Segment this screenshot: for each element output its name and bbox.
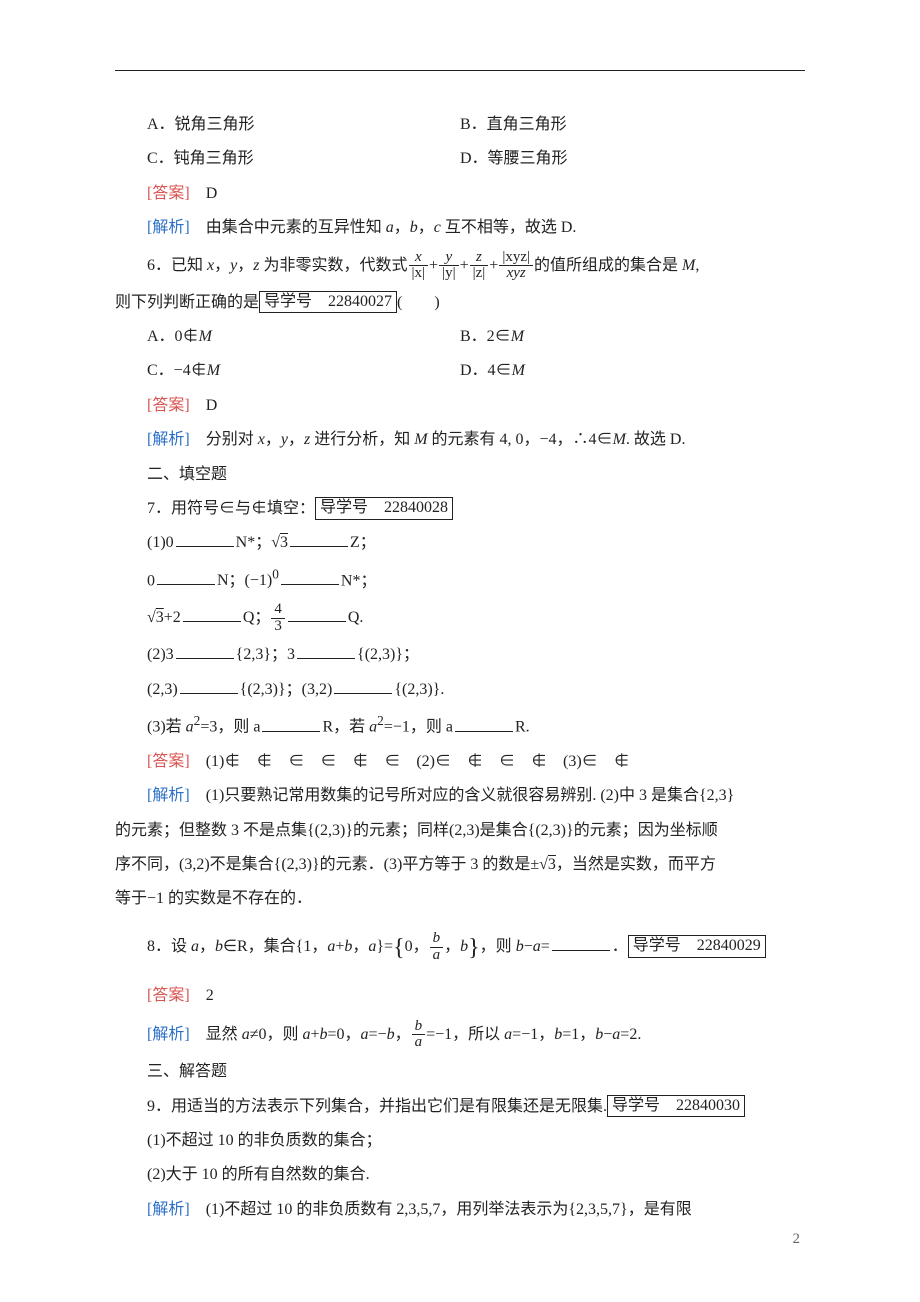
blank: [288, 607, 346, 622]
q6-frac3: z|z|: [470, 250, 489, 283]
q6-opt-d: D．4∈M: [460, 354, 805, 388]
answer-label: [答案]: [147, 987, 190, 1004]
q6-opt-row-1: A．0∉M B．2∈M: [115, 320, 805, 354]
header-rule: [115, 70, 805, 71]
q6-paren: ( ): [397, 294, 440, 311]
q6-answer: D: [206, 397, 218, 414]
blank: [455, 716, 513, 731]
q5-opt-row-2: C．钝角三角形 D．等腰三角形: [115, 142, 805, 176]
q7-stem: 7．用符号∈与∉填空：导学号 22840028: [115, 492, 805, 526]
q6-opt-c: C．−4∉M: [115, 354, 460, 388]
q5-opt-a: A．锐角三角形: [115, 108, 460, 142]
section-2-heading: 二、填空题: [115, 458, 805, 492]
q6-stem-post1: 的值所组成的集合是 M,: [534, 257, 699, 274]
blank: [281, 570, 339, 585]
q5-analysis: 由集合中元素的互异性知 a，b，c 互不相等，故选 D.: [206, 219, 577, 236]
q6-opt-a: A．0∉M: [115, 320, 460, 354]
q7-stem-text: 7．用符号∈与∉填空：: [147, 500, 315, 517]
q8-answer-line: [答案] 2: [115, 979, 805, 1013]
q6-frac4: |xyz|xyz: [499, 250, 533, 283]
q5-answer-line: [答案] D: [115, 177, 805, 211]
q7-frac-4-3: 43: [271, 602, 285, 635]
q9-stem-text: 9．用适当的方法表示下列集合，并指出它们是有限集还是无限集.: [147, 1098, 607, 1115]
analysis-label: [解析]: [147, 1201, 190, 1218]
q7-line1: (1)0N*；√3Z；: [115, 526, 805, 560]
q7-analysis-3: 序不同，(3,2)不是集合{(2,3)}的元素．(3)平方等于 3 的数是±√3…: [115, 848, 805, 882]
q9-sub2: (2)大于 10 的所有自然数的集合.: [115, 1158, 805, 1192]
answer-label: [答案]: [147, 753, 190, 770]
q7-line3: √3+2Q；43Q.: [115, 598, 805, 638]
q6-answer-line: [答案] D: [115, 389, 805, 423]
content-body: A．锐角三角形 B．直角三角形 C．钝角三角形 D．等腰三角形 [答案] D […: [115, 108, 805, 1227]
analysis-label: [解析]: [147, 1026, 190, 1043]
q6-daoxue-box: 导学号 22840027: [259, 291, 397, 314]
analysis-label: [解析]: [147, 431, 190, 448]
q6-stem: 6．已知 x，y，z 为非零实数，代数式x|x|+y|y|+z|z|+|xyz|…: [115, 246, 805, 286]
answer-label: [答案]: [147, 397, 190, 414]
q5-opt-c: C．钝角三角形: [115, 142, 460, 176]
q7-analysis-4: 等于−1 的实数是不存在的．: [115, 882, 805, 916]
q5-analysis-line: [解析] 由集合中元素的互异性知 a，b，c 互不相等，故选 D.: [115, 211, 805, 245]
q7-answer: (1)∉ ∉ ∈ ∈ ∉ ∈ (2)∈ ∉ ∈ ∉ (3)∈ ∉: [206, 753, 630, 770]
q6-opt-row-2: C．−4∉M D．4∈M: [115, 354, 805, 388]
page: A．锐角三角形 B．直角三角形 C．钝角三角形 D．等腰三角形 [答案] D […: [0, 0, 920, 1302]
q7-daoxue-box: 导学号 22840028: [315, 497, 453, 520]
analysis-label: [解析]: [147, 219, 190, 236]
q6-stem-post2: 则下列判断正确的是: [115, 294, 259, 311]
q7-line6: (3)若 a2=3，则 aR，若 a2=−1，则 aR.: [115, 707, 805, 745]
q6-analysis-line: [解析] 分别对 x，y，z 进行分析，知 M 的元素有 4, 0，−4，∴4∈…: [115, 423, 805, 457]
q7-answer-line: [答案] (1)∉ ∉ ∈ ∈ ∉ ∈ (2)∈ ∉ ∈ ∉ (3)∈ ∉: [115, 745, 805, 779]
q5-opt-b: B．直角三角形: [460, 108, 805, 142]
q5-opt-row-1: A．锐角三角形 B．直角三角形: [115, 108, 805, 142]
q5-answer: D: [206, 185, 218, 202]
q8-answer: 2: [206, 987, 214, 1004]
q6-frac2: y|y|: [439, 250, 459, 283]
q7-analysis-text: (1)只要熟记常用数集的记号所对应的含义就很容易辨别. (2)中 3 是集合{2…: [206, 787, 735, 804]
blank: [176, 532, 234, 547]
q6-opt-b: B．2∈M: [460, 320, 805, 354]
section-3-heading: 三、解答题: [115, 1055, 805, 1089]
blank: [176, 644, 234, 659]
q7-line4: (2)3{2,3}；3{(2,3)}；: [115, 638, 805, 672]
q9-sub1: (1)不超过 10 的非负质数的集合；: [115, 1124, 805, 1158]
q9-analysis-line: [解析] (1)不超过 10 的非负质数有 2,3,5,7，用列举法表示为{2,…: [115, 1193, 805, 1227]
blank: [180, 678, 238, 693]
blank: [262, 716, 320, 731]
q5-opt-d: D．等腰三角形: [460, 142, 805, 176]
q8-stem: 8．设 a，b∈R，集合{1，a+b，a}={0，ba，b}，则 b−a=．导学…: [115, 917, 805, 979]
q9-daoxue-box: 导学号 22840030: [607, 1095, 745, 1118]
q8-daoxue-box: 导学号 22840029: [628, 935, 766, 958]
q7-line2: 0N；(−1)0N*；: [115, 561, 805, 599]
blank: [183, 607, 241, 622]
blank: [157, 570, 215, 585]
q7-analysis-2: 的元素；但整数 3 不是点集{(2,3)}的元素；同样(2,3)是集合{(2,3…: [115, 814, 805, 848]
q6-stem-line2: 则下列判断正确的是导学号 22840027( ): [115, 286, 805, 320]
q8-ana-frac: ba: [412, 1019, 426, 1052]
q6-analysis: 分别对 x，y，z 进行分析，知 M 的元素有 4, 0，−4，∴4∈M. 故选…: [206, 431, 686, 448]
q7-line5: (2,3){(2,3)}；(3,2){(2,3)}.: [115, 673, 805, 707]
q6-stem-pre: 6．已知 x，y，z 为非零实数，代数式: [147, 257, 408, 274]
q7-analysis: [解析] (1)只要熟记常用数集的记号所对应的含义就很容易辨别. (2)中 3 …: [115, 779, 805, 813]
blank: [334, 678, 392, 693]
blank: [297, 644, 355, 659]
blank: [552, 935, 610, 950]
q8-frac-ba: ba: [430, 931, 444, 964]
q8-analysis-line: [解析] 显然 a≠0，则 a+b=0，a=−b，ba=−1，所以 a=−1，b…: [115, 1014, 805, 1056]
blank: [290, 532, 348, 547]
answer-label: [答案]: [147, 185, 190, 202]
q9-stem: 9．用适当的方法表示下列集合，并指出它们是有限集还是无限集.导学号 228400…: [115, 1090, 805, 1124]
page-number: 2: [793, 1231, 801, 1248]
q6-frac1: x|x|: [409, 250, 429, 283]
q9-analysis: (1)不超过 10 的非负质数有 2,3,5,7，用列举法表示为{2,3,5,7…: [206, 1201, 692, 1218]
analysis-label: [解析]: [147, 787, 190, 804]
